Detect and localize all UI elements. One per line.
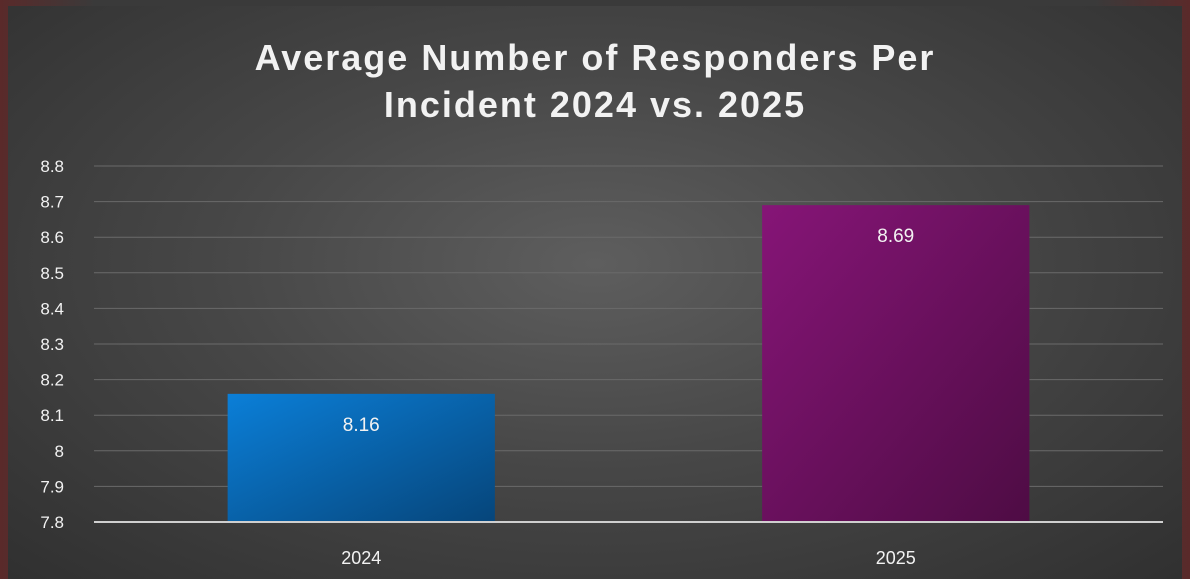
x-axis-tick-labels: 2024 2025: [341, 548, 916, 568]
y-tick-label: 8.5: [40, 264, 64, 283]
y-tick-label: 8.4: [40, 299, 64, 318]
y-tick-label: 8.6: [40, 228, 64, 247]
bars: [227, 205, 1030, 522]
chart-title: Average Number of Responders Per Inciden…: [8, 34, 1182, 128]
x-tick-label-2024: 2024: [341, 548, 381, 568]
y-tick-label: 7.8: [40, 513, 64, 532]
y-axis-tick-labels: 8.8 8.7 8.6 8.5 8.4 8.3 8.2 8.1 8 7.9 7.8: [40, 157, 64, 532]
y-tick-label: 8.2: [40, 371, 64, 390]
x-tick-label-2025: 2025: [876, 548, 916, 568]
bar-2024: [227, 393, 495, 522]
chart-panel: Average Number of Responders Per Inciden…: [8, 6, 1182, 579]
bar-2025: [762, 205, 1030, 522]
y-tick-label: 7.9: [40, 477, 64, 496]
data-label-2025: 8.69: [877, 226, 914, 247]
y-tick-label: 8: [55, 442, 64, 461]
bar-chart: 8.8 8.7 8.6 8.5 8.4 8.3 8.2 8.1 8 7.9 7.8 2024 2025…: [40, 157, 1163, 568]
data-label-2024: 8.16: [343, 415, 380, 436]
data-labels: 8.16 8.69: [343, 226, 914, 436]
y-tick-label: 8.1: [40, 406, 64, 425]
chart-title-line-2: Incident 2024 vs. 2025: [383, 84, 807, 125]
y-tick-label: 8.3: [40, 335, 64, 354]
y-tick-label: 8.8: [40, 157, 64, 176]
y-tick-label: 8.7: [40, 193, 64, 212]
chart-title-line-1: Average Number of Responders Per: [254, 37, 936, 78]
